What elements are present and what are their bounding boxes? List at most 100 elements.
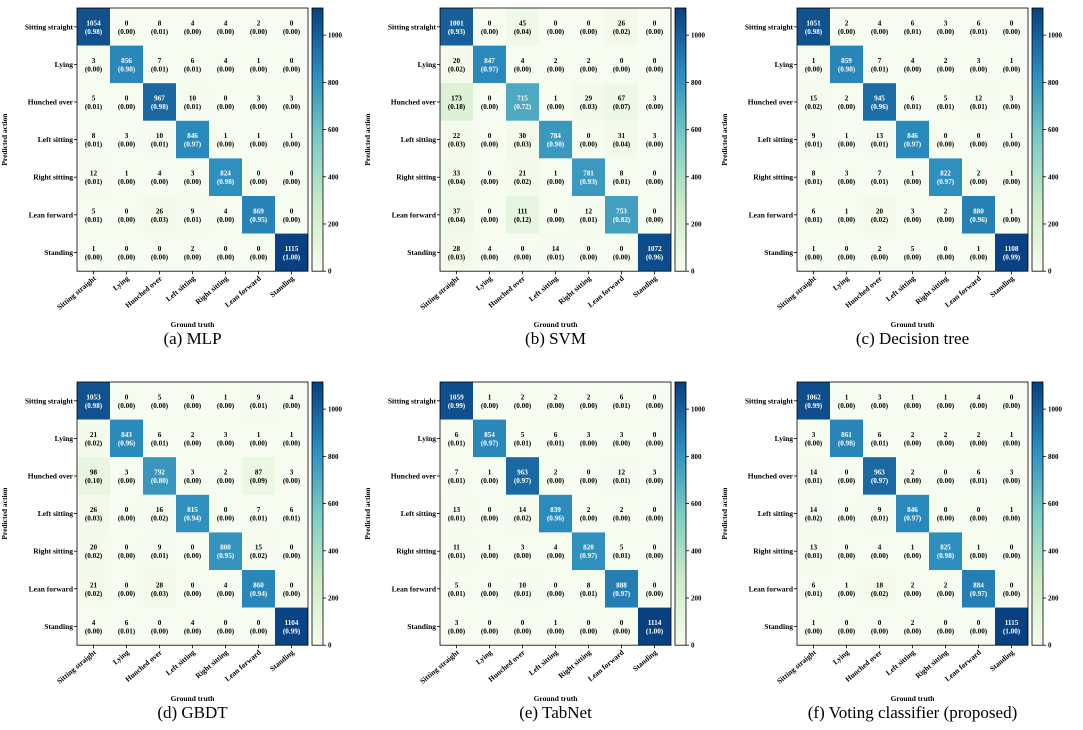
matrix-cell bbox=[77, 494, 110, 533]
cell-count-label: 1 bbox=[554, 619, 558, 627]
cell-count-label: 0 bbox=[944, 469, 948, 477]
y-tick-label-sitting-straight: Sitting straight bbox=[25, 22, 74, 31]
cell-rate-label: (0.00) bbox=[904, 253, 922, 261]
cell-rate-label: (0.00) bbox=[118, 402, 136, 410]
cell-rate-label: (0.00) bbox=[646, 65, 664, 73]
cell-count-label: 9 bbox=[191, 207, 195, 215]
y-tick-label-lean-forward: Lean forward bbox=[29, 210, 74, 219]
cell-count-label: 3 bbox=[1010, 95, 1014, 103]
cell-count-label: 0 bbox=[521, 245, 525, 253]
cell-rate-label: (0.97) bbox=[613, 590, 631, 598]
matrix-cell bbox=[440, 196, 473, 234]
cell-rate-label: (0.82) bbox=[613, 216, 631, 224]
cell-rate-label: (0.01) bbox=[448, 439, 466, 447]
cell-rate-label: (0.00) bbox=[481, 627, 499, 635]
matrix-cell bbox=[77, 570, 110, 608]
cell-rate-label: (0.97) bbox=[580, 552, 598, 560]
matrix-cell bbox=[143, 83, 176, 121]
y-tick-label-hunched-over: Hunched over bbox=[28, 472, 74, 481]
matrix-cell bbox=[209, 457, 242, 495]
matrix-cell bbox=[110, 570, 143, 608]
matrix-cell bbox=[506, 532, 539, 570]
x-tick-label-standing: Standing bbox=[268, 274, 296, 300]
cell-rate-label: (0.00) bbox=[937, 216, 955, 224]
y-tick-label-left-sitting: Left sitting bbox=[38, 509, 73, 518]
cell-rate-label: (1.00) bbox=[646, 627, 664, 635]
cell-count-label: 3 bbox=[911, 207, 915, 215]
matrix-cell bbox=[572, 120, 605, 159]
cell-count-label: 869 bbox=[253, 207, 264, 215]
cell-count-label: 26 bbox=[618, 19, 626, 27]
cell-count-label: 0 bbox=[554, 207, 558, 215]
cell-rate-label: (0.00) bbox=[547, 65, 565, 73]
cell-count-label: 0 bbox=[977, 619, 981, 627]
cell-rate-label: (0.00) bbox=[283, 141, 301, 149]
cell-count-label: 0 bbox=[587, 19, 591, 27]
matrix-cell bbox=[830, 45, 863, 84]
cell-count-label: 13 bbox=[453, 506, 461, 514]
cell-count-label: 31 bbox=[618, 132, 626, 140]
cell-rate-label: (0.97) bbox=[481, 439, 499, 447]
cell-rate-label: (0.96) bbox=[118, 439, 136, 447]
cell-rate-label: (0.00) bbox=[613, 65, 631, 73]
cell-count-label: 847 bbox=[484, 57, 495, 65]
cell-rate-label: (0.01) bbox=[547, 439, 565, 447]
cell-count-label: 14 bbox=[810, 506, 818, 514]
cell-count-label: 3 bbox=[944, 19, 948, 27]
matrix-cell bbox=[110, 196, 143, 234]
cell-rate-label: (1.00) bbox=[283, 253, 301, 261]
cell-count-label: 5 bbox=[92, 95, 96, 103]
cell-count-label: 3 bbox=[290, 95, 294, 103]
cell-rate-label: (0.00) bbox=[217, 627, 235, 635]
x-tick-label-hunched-over: Hunched over bbox=[123, 647, 164, 683]
cell-rate-label: (0.01) bbox=[805, 590, 823, 598]
cell-count-label: 715 bbox=[517, 95, 528, 103]
cell-count-label: 0 bbox=[158, 245, 162, 253]
matrix-cell bbox=[605, 158, 638, 196]
cell-rate-label: (0.01) bbox=[871, 65, 889, 73]
y-tick-label-left-sitting: Left sitting bbox=[401, 135, 436, 144]
colorbar-tick-label: 200 bbox=[328, 220, 339, 228]
colorbar-tick-label: 600 bbox=[691, 500, 702, 508]
cell-rate-label: (0.00) bbox=[217, 141, 235, 149]
matrix-cell bbox=[506, 83, 539, 121]
matrix-cell bbox=[863, 607, 896, 646]
cell-count-label: 26 bbox=[156, 207, 164, 215]
cell-rate-label: (0.00) bbox=[646, 439, 664, 447]
matrix-cell bbox=[110, 532, 143, 570]
matrix-cell bbox=[242, 233, 275, 272]
matrix-cell bbox=[830, 196, 863, 234]
cell-count-label: 1 bbox=[812, 245, 816, 253]
matrix-cell bbox=[863, 158, 896, 196]
x-tick-label-sitting-straight: Sitting straight bbox=[775, 274, 818, 312]
matrix-cell bbox=[539, 494, 572, 533]
cell-rate-label: (0.00) bbox=[904, 65, 922, 73]
cell-count-label: 1 bbox=[845, 207, 849, 215]
cell-count-label: 843 bbox=[121, 431, 132, 439]
matrix-cell bbox=[539, 532, 572, 570]
matrix-cell bbox=[143, 120, 176, 159]
cell-count-label: 0 bbox=[191, 393, 195, 401]
colorbar-tick-label: 800 bbox=[1048, 79, 1059, 87]
matrix-cell bbox=[929, 457, 962, 495]
matrix-cell bbox=[929, 607, 962, 646]
cell-rate-label: (0.00) bbox=[970, 552, 988, 560]
cell-count-label: 12 bbox=[90, 170, 98, 178]
cell-rate-label: (0.00) bbox=[118, 216, 136, 224]
cell-rate-label: (0.02) bbox=[151, 515, 169, 523]
cell-count-label: 0 bbox=[125, 506, 129, 514]
cell-rate-label: (0.00) bbox=[1003, 552, 1021, 560]
y-tick-label-right-sitting: Right sitting bbox=[753, 547, 793, 556]
confusion-matrix-panel: 1062(0.99)1(0.00)3(0.00)1(0.00)1(0.00)4(… bbox=[720, 381, 1063, 722]
cell-count-label: 0 bbox=[125, 19, 129, 27]
cell-count-label: 0 bbox=[653, 431, 657, 439]
cell-count-label: 1 bbox=[812, 57, 816, 65]
cell-rate-label: (0.00) bbox=[838, 552, 856, 560]
cell-rate-label: (0.00) bbox=[547, 178, 565, 186]
matrix-cell bbox=[506, 120, 539, 159]
cell-rate-label: (0.00) bbox=[250, 178, 268, 186]
matrix-cell bbox=[77, 532, 110, 570]
matrix-cell bbox=[440, 457, 473, 495]
cell-rate-label: (0.00) bbox=[970, 253, 988, 261]
cell-rate-label: (0.01) bbox=[613, 178, 631, 186]
